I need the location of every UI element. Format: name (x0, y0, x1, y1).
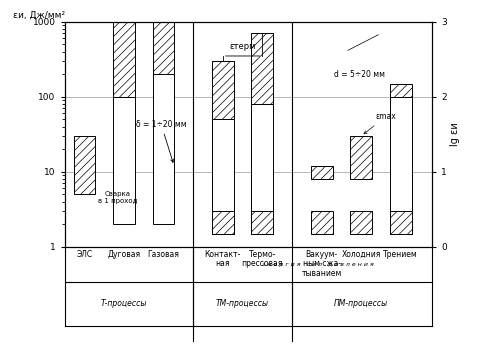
Bar (113, 22, 135, 97)
Bar (153, 22, 174, 74)
Text: ТМ-процессы: ТМ-процессы (216, 299, 269, 308)
Bar (153, 74, 174, 224)
Text: δ = 1÷20 мм: δ = 1÷20 мм (136, 120, 186, 162)
Text: ПМ-процессы: ПМ-процессы (334, 299, 388, 308)
Bar (251, 33, 273, 104)
Bar (74, 136, 95, 195)
Y-axis label: εи, Дж/мм²: εи, Дж/мм² (0, 362, 1, 363)
Bar (311, 211, 332, 234)
Bar (311, 166, 332, 179)
Text: Сварка
в 1 проход: Сварка в 1 проход (98, 191, 138, 204)
Bar (350, 211, 372, 234)
Text: з н е р г и я   с и л   д а в л е н и я: з н е р г и я с и л д а в л е н и я (262, 262, 374, 267)
Bar (350, 136, 372, 179)
Bar (212, 119, 234, 234)
Bar (212, 211, 234, 234)
Bar (390, 97, 412, 234)
Bar (212, 61, 234, 119)
Bar (113, 97, 135, 224)
Text: εтерм: εтерм (230, 42, 256, 52)
Text: d = 5÷20 мм: d = 5÷20 мм (333, 70, 385, 79)
Bar (251, 211, 273, 234)
Text: εmax: εmax (364, 113, 396, 134)
Bar (251, 104, 273, 234)
Bar (390, 211, 412, 234)
Y-axis label: lg εи: lg εи (450, 122, 460, 146)
Text: Т-процессы: Т-процессы (101, 299, 147, 308)
Bar (390, 83, 412, 97)
Text: εи, Дж/мм²: εи, Дж/мм² (13, 11, 65, 20)
